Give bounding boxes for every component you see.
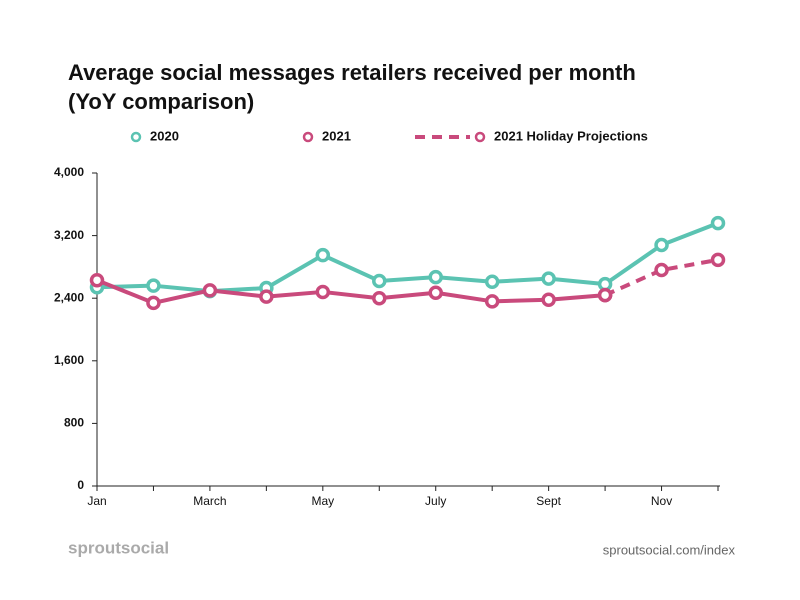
y-tick-label: 4,000 xyxy=(54,165,84,179)
point xyxy=(654,262,669,278)
point xyxy=(372,290,387,306)
point xyxy=(259,289,274,304)
legend-label: 2020 xyxy=(150,128,179,143)
legend-marker xyxy=(474,131,486,143)
point xyxy=(710,252,726,268)
series-line xyxy=(604,257,719,297)
brand: sproutsocial xyxy=(68,538,169,557)
point xyxy=(89,272,105,288)
legend-label: 2021 xyxy=(322,128,351,143)
point xyxy=(541,292,556,308)
point xyxy=(428,269,443,285)
point xyxy=(484,294,500,309)
series-line xyxy=(96,278,606,305)
point xyxy=(146,278,161,293)
legend-label: 2021 Holiday Projections xyxy=(494,128,648,143)
point xyxy=(484,274,500,290)
chart-title: (YoY comparison) xyxy=(68,89,254,114)
x-tick-label: Sept xyxy=(536,494,561,508)
y-tick-label: 2,400 xyxy=(54,290,84,304)
point xyxy=(202,283,218,298)
y-tick-label: 3,200 xyxy=(54,228,84,242)
x-tick-label: Jan xyxy=(87,494,106,508)
point xyxy=(146,295,161,311)
x-tick-label: Nov xyxy=(651,494,672,508)
point xyxy=(315,247,331,263)
point xyxy=(428,285,443,300)
x-tick-label: March xyxy=(193,494,226,508)
legend-marker xyxy=(302,131,314,143)
y-tick-label: 1,600 xyxy=(54,353,84,367)
x-tick-label: May xyxy=(311,494,334,508)
point xyxy=(315,284,331,300)
source: sproutsocial.com/index xyxy=(603,542,736,557)
x-tick-label: July xyxy=(425,494,446,508)
point xyxy=(654,237,669,253)
series-line xyxy=(96,221,719,294)
point xyxy=(541,271,556,286)
point xyxy=(710,215,726,231)
y-tick-label: 0 xyxy=(77,478,84,492)
point xyxy=(597,287,613,303)
y-tick-label: 800 xyxy=(64,416,84,430)
legend-marker xyxy=(130,131,142,143)
chart-title: Average social messages retailers receiv… xyxy=(68,60,636,85)
point xyxy=(372,273,387,289)
